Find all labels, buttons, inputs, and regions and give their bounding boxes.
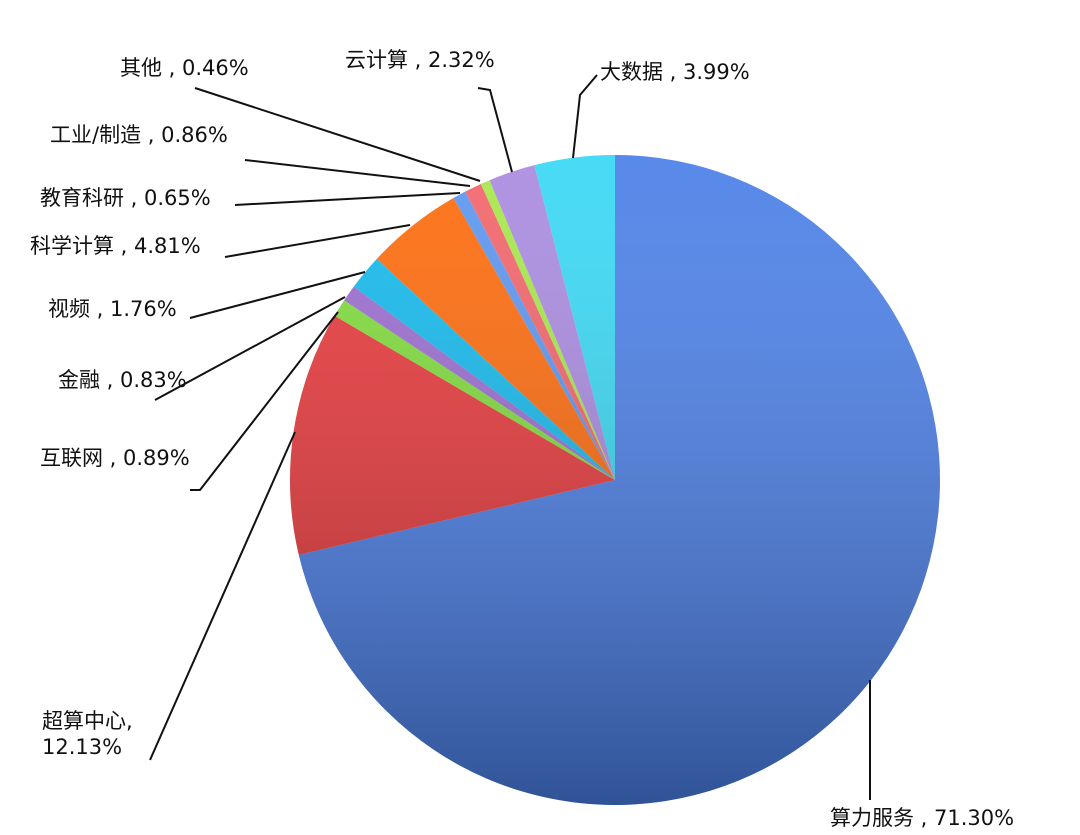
leader-line-9 (477, 87, 513, 173)
leader-line-1 (149, 431, 296, 761)
slice-label-10: 大数据 , 3.99% (600, 60, 750, 84)
slice-label-9: 云计算 , 2.32% (345, 48, 495, 72)
slice-label-6: 教育科研 , 0.65% (40, 186, 211, 210)
leader-line-3 (154, 296, 346, 401)
leader-line-5 (224, 224, 411, 258)
leader-line-2 (190, 311, 339, 491)
leader-line-10 (572, 74, 598, 159)
slice-label-7: 工业/制造 , 0.86% (50, 123, 228, 147)
slice-label-1: 超算中心, 12.13% (42, 709, 133, 759)
slice-label-0: 算力服务 , 71.30% (830, 806, 1015, 830)
slice-label-8: 其他 , 0.46% (120, 56, 249, 80)
slice-label-4: 视频 , 1.76% (48, 297, 177, 321)
leader-line-8 (194, 87, 481, 182)
leader-line-7 (244, 159, 471, 187)
slice-label-5: 科学计算 , 4.81% (30, 234, 201, 258)
slice-label-2: 互联网 , 0.89% (40, 446, 190, 470)
leader-line-6 (234, 192, 461, 206)
slice-label-3: 金融 , 0.83% (58, 368, 187, 392)
leader-line-4 (189, 271, 366, 319)
